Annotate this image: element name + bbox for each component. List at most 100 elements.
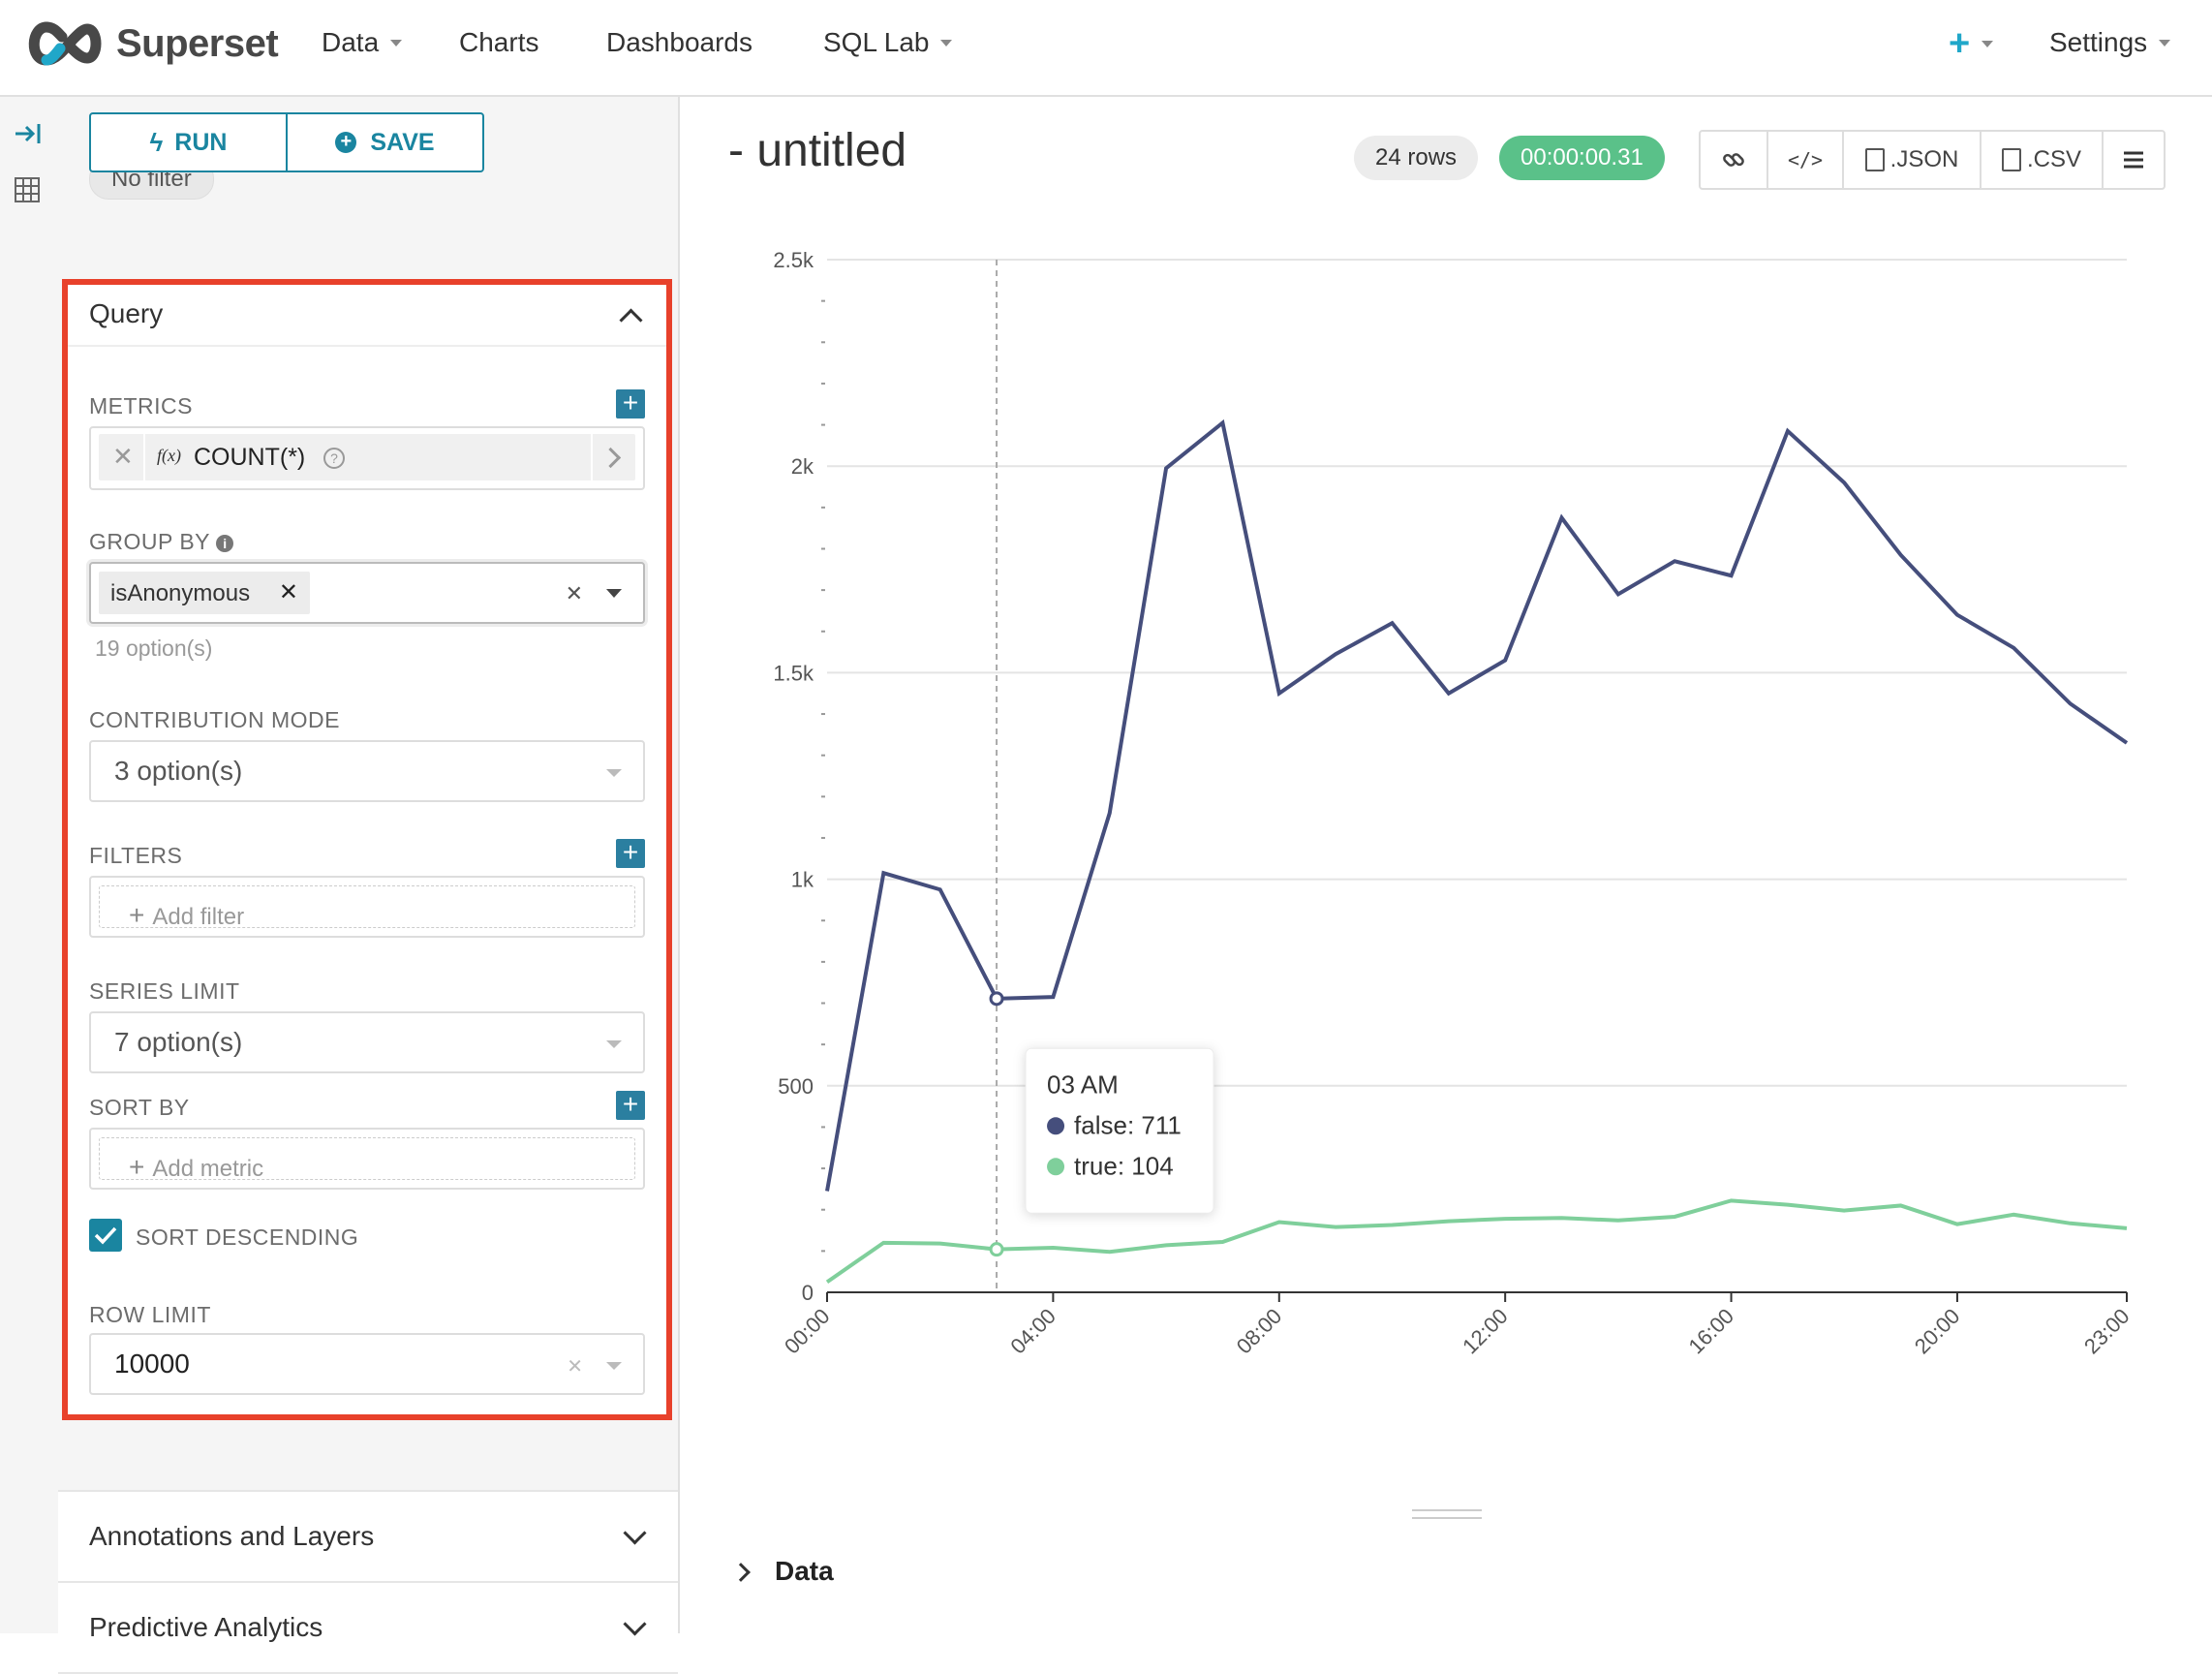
close-icon[interactable]: ✕: [112, 442, 134, 471]
x-tick-label: 20:00: [1910, 1304, 1965, 1359]
help-icon[interactable]: ?: [323, 448, 345, 469]
chevron-down-icon: [2159, 39, 2171, 46]
embed-code-button[interactable]: </>: [1767, 132, 1842, 188]
row-limit-value: 10000: [114, 1348, 190, 1379]
resize-handle[interactable]: [1412, 1509, 1482, 1519]
line-chart[interactable]: 0 500 1k 1.5k 2k 2.5k 00:00 04:00 08:00 12:00 16:0…: [680, 97, 2212, 1502]
table-icon[interactable]: [14, 176, 41, 203]
nav-charts[interactable]: Charts: [459, 27, 538, 58]
run-label: RUN: [174, 128, 228, 156]
x-tick-label: 12:00: [1458, 1304, 1513, 1359]
menu-icon: [2124, 151, 2143, 169]
checkmark-icon: [94, 1226, 117, 1245]
add-metric-label: Add metric: [152, 1156, 264, 1182]
chevron-up-icon[interactable]: [619, 308, 643, 332]
x-tick-label: 00:00: [780, 1304, 835, 1359]
metrics-field: ✕ f(x) COUNT(*) ?: [89, 426, 645, 490]
sort-by-label: SORT BY: [89, 1095, 190, 1120]
superset-logo-icon: [28, 21, 102, 66]
clear-icon[interactable]: ✕: [567, 1356, 583, 1378]
chevron-down-icon: [940, 39, 953, 46]
nav-data-label: Data: [322, 27, 380, 57]
info-icon[interactable]: i: [216, 535, 234, 552]
settings-menu[interactable]: Settings: [2049, 27, 2171, 58]
add-filter-button[interactable]: + Add filter: [99, 885, 635, 931]
more-options-button[interactable]: [2102, 132, 2164, 188]
icon-rail: [0, 97, 60, 1633]
query-header[interactable]: Query: [89, 298, 164, 328]
series-limit-value: 7 option(s): [114, 1027, 243, 1057]
group-by-tag: isAnonymous ✕: [99, 572, 310, 614]
chart-title[interactable]: - untitled: [728, 125, 907, 176]
run-button[interactable]: ϟ RUN: [91, 114, 286, 170]
save-button[interactable]: + SAVE: [286, 114, 482, 170]
nav-sql-lab-label: SQL Lab: [823, 27, 930, 57]
sort-descending-label: SORT DESCENDING: [136, 1224, 359, 1250]
chevron-down-icon: [1982, 40, 1994, 47]
clear-icon[interactable]: ✕: [565, 581, 583, 605]
chevron-down-icon: [623, 1612, 647, 1636]
row-limit-select[interactable]: 10000 ✕: [89, 1333, 645, 1395]
row-limit-label: ROW LIMIT: [89, 1302, 211, 1327]
save-label: SAVE: [370, 128, 435, 156]
export-json-button[interactable]: .JSON: [1842, 132, 1980, 188]
group-by-tag-label: isAnonymous: [110, 580, 251, 606]
x-tick-label: 04:00: [1005, 1304, 1060, 1359]
group-by-options-count: 19 option(s): [95, 636, 213, 661]
chevron-down-icon: [606, 769, 622, 777]
add-metric-text: + Add metric: [129, 1152, 263, 1183]
y-tick-label: 2.5k: [773, 248, 814, 272]
lightning-icon: ϟ: [149, 127, 164, 157]
chevron-right-icon: [731, 1563, 751, 1582]
superset-logo[interactable]: Superset: [25, 19, 279, 68]
export-csv-button[interactable]: .CSV: [1980, 132, 2102, 188]
tooltip-line-false: false: 711: [1074, 1110, 1182, 1139]
plus-icon: +: [129, 900, 145, 930]
file-text-icon: [2001, 148, 2021, 171]
sort-descending-checkbox[interactable]: [89, 1219, 122, 1252]
add-filter-text: + Add filter: [129, 900, 244, 931]
chart-toolbar: </> .JSON .CSV: [1699, 130, 2166, 190]
add-sort-plus-button[interactable]: +: [616, 1091, 645, 1120]
expand-sidebar-icon[interactable]: [14, 122, 43, 145]
annotations-layers-section[interactable]: Annotations and Layers: [58, 1490, 678, 1581]
contribution-mode-value: 3 option(s): [114, 756, 243, 786]
predictive-analytics-section[interactable]: Predictive Analytics: [58, 1581, 678, 1674]
data-section-title: Data: [775, 1556, 834, 1586]
export-csv-label: .CSV: [2026, 146, 2081, 172]
series-line-false[interactable]: [825, 418, 2129, 1192]
series-line-true[interactable]: [825, 1198, 2128, 1284]
chevron-down-icon: [390, 39, 403, 46]
y-tick-label: 2k: [791, 454, 814, 479]
group-by-label-text: GROUP BY: [89, 529, 210, 554]
contribution-mode-select[interactable]: 3 option(s): [89, 740, 645, 802]
chevron-right-icon[interactable]: [599, 447, 622, 469]
annotations-layers-title: Annotations and Layers: [89, 1521, 375, 1551]
rows-badge: 24 rows: [1354, 136, 1479, 180]
plus-icon: +: [129, 1152, 145, 1182]
nav-dashboards[interactable]: Dashboards: [606, 27, 753, 58]
add-metric-plus-button[interactable]: +: [616, 389, 645, 418]
add-metric-button[interactable]: + Add metric: [99, 1137, 635, 1183]
add-filter-label: Add filter: [152, 904, 245, 930]
chart-area: - untitled 24 rows 00:00:00.31 </> .JSON…: [680, 97, 2212, 1633]
nav-data-menu[interactable]: Data: [322, 27, 403, 58]
add-new-menu[interactable]: +: [1949, 25, 1994, 62]
tooltip-line-true: true: 104: [1074, 1151, 1174, 1180]
x-tick-label: 23:00: [2079, 1304, 2135, 1359]
add-filter-plus-button[interactable]: +: [616, 839, 645, 868]
group-by-label: GROUP BY i: [89, 529, 234, 555]
x-tick-label: 16:00: [1683, 1304, 1738, 1359]
copy-link-button[interactable]: [1701, 132, 1767, 188]
file-code-icon: [1864, 148, 1885, 171]
settings-label: Settings: [2049, 27, 2148, 57]
metric-pill[interactable]: ✕ f(x) COUNT(*) ?: [99, 434, 635, 480]
series-limit-select[interactable]: 7 option(s): [89, 1011, 645, 1073]
group-by-select[interactable]: isAnonymous ✕ ✕: [89, 562, 645, 624]
tooltip-dot-true: [1047, 1158, 1065, 1176]
remove-tag-icon[interactable]: ✕: [278, 579, 298, 605]
nav-sql-lab-menu[interactable]: SQL Lab: [823, 27, 953, 58]
chevron-down-icon[interactable]: [606, 589, 622, 598]
chevron-down-icon: [606, 1362, 622, 1370]
chevron-down-icon: [606, 1040, 622, 1048]
